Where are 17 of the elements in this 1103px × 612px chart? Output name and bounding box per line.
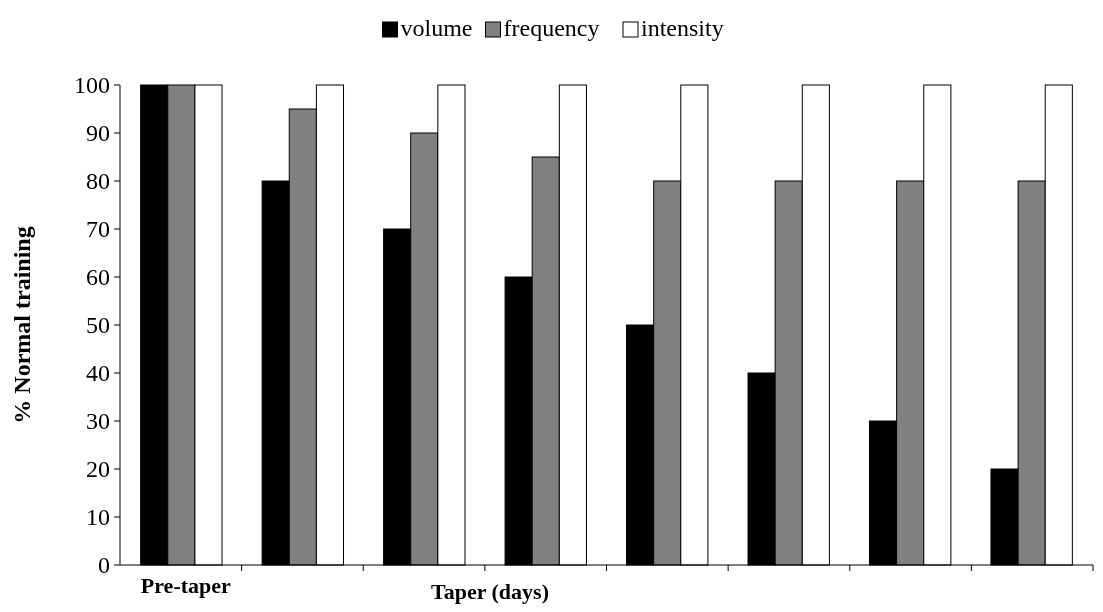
y-axis-title: % Normal training: [9, 226, 35, 424]
x-axis-title: Taper (days): [431, 579, 549, 604]
y-tick-label: 80: [86, 168, 110, 195]
y-tick-label: 60: [86, 264, 110, 291]
x-tick-label: Pre-taper: [140, 573, 232, 598]
y-tick-label: 100: [74, 72, 110, 99]
legend-label: intensity: [641, 15, 724, 41]
legend-label: frequency: [503, 15, 600, 41]
y-tick-label: 0: [98, 552, 110, 579]
y-tick-label: 30: [86, 408, 110, 435]
y-tick-label: 40: [86, 360, 110, 387]
y-tick-label: 70: [86, 216, 110, 243]
y-tick-label: 10: [86, 504, 110, 531]
y-tick-label: 90: [86, 120, 110, 147]
y-tick-label: 50: [86, 312, 110, 339]
y-tick-label: 20: [86, 456, 110, 483]
legend-label: volume: [400, 15, 473, 41]
